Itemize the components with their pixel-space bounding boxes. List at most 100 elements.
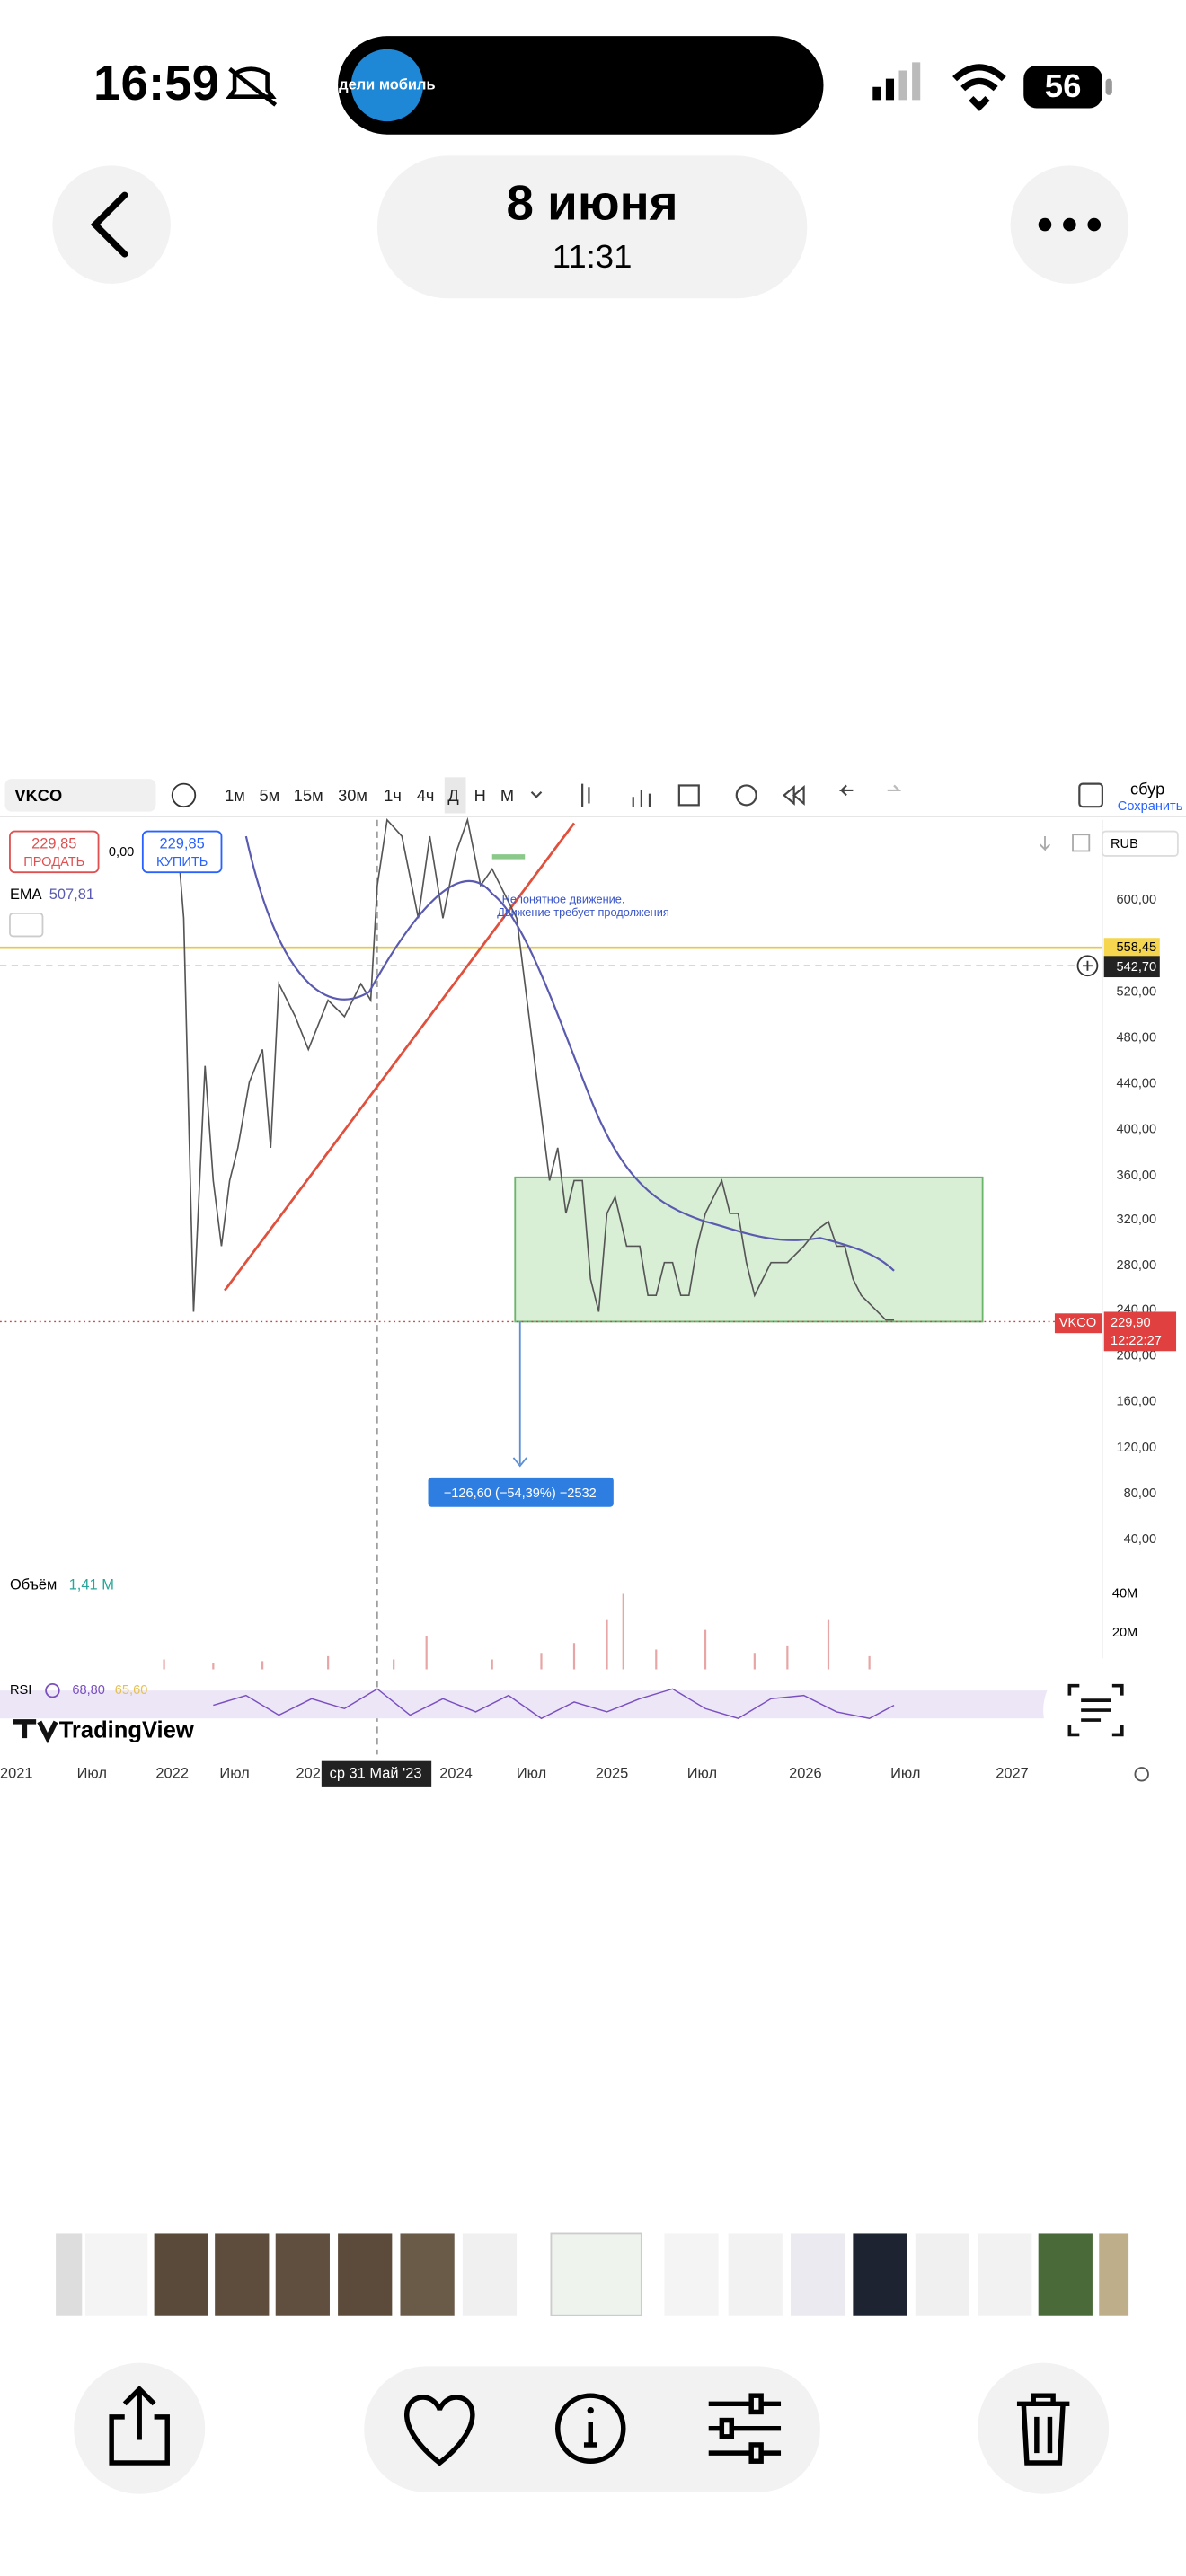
volume-bars: [163, 1593, 871, 1670]
symbol: VKCO: [14, 786, 62, 805]
yellow-tag-label: 558,45: [1116, 940, 1156, 955]
interval: 30м: [338, 786, 367, 805]
interval-active: [444, 777, 466, 814]
thumbnail[interactable]: [84, 2233, 148, 2316]
price-tick: 160,00: [1116, 1395, 1156, 1409]
symbol-tag: [1054, 1313, 1102, 1334]
date: 8 июня: [507, 174, 678, 230]
price-tick: 80,00: [1124, 1486, 1157, 1501]
time-tick: Июл: [890, 1766, 920, 1782]
clock: 16:59: [93, 55, 219, 110]
price-axis: 600,00 520,00 480,00 440,00 400,00 360,0…: [1116, 893, 1156, 1547]
chart-art: −126,60 (−54,39%) −2532 Непонятное движе…: [0, 816, 1102, 1755]
back-button[interactable]: [52, 165, 171, 284]
time-tick: Июл: [517, 1766, 546, 1782]
thumbnail[interactable]: [1099, 2233, 1129, 2316]
volume-tick: 20M: [1112, 1626, 1137, 1640]
mute-icon: [226, 66, 278, 107]
thumbnail[interactable]: [1038, 2233, 1093, 2316]
time-tick: Июл: [687, 1766, 717, 1782]
save-bottom: Сохранить: [1118, 799, 1183, 814]
time-tick: Июл: [77, 1766, 107, 1782]
currency: RUB: [1111, 837, 1138, 851]
time: 11:31: [553, 238, 633, 275]
price-tick: 200,00: [1116, 1349, 1156, 1363]
thumbnail[interactable]: [400, 2233, 455, 2316]
price-path: [176, 816, 895, 1321]
price-tick: 360,00: [1116, 1169, 1156, 1183]
time-tick: 2026: [789, 1766, 822, 1782]
interval: 1ч: [384, 786, 402, 805]
dynamic-island: [338, 36, 824, 135]
interval: Н: [474, 786, 486, 805]
info-button[interactable]: [555, 2393, 626, 2464]
app-icon: [350, 49, 424, 122]
favorite-button[interactable]: [404, 2395, 475, 2466]
price-tick: 440,00: [1116, 1077, 1156, 1091]
volume-tick: 40M: [1112, 1586, 1137, 1601]
crosshair-date-box: [321, 1760, 432, 1787]
crosshair-tag-label: 542,70: [1116, 960, 1156, 975]
last-price: 229,90: [1111, 1316, 1151, 1330]
info-icon: [583, 2422, 597, 2448]
price-tick: 40,00: [1124, 1532, 1157, 1547]
time-tick: 2022: [155, 1766, 189, 1782]
rsi-label: RSI: [10, 1683, 31, 1698]
ema-value: 507,81: [49, 887, 94, 903]
thumbnail[interactable]: [728, 2233, 783, 2316]
thumbnail[interactable]: [56, 2233, 83, 2316]
volume-value: 1,41 M: [69, 1577, 114, 1593]
price-tick: 280,00: [1116, 1258, 1156, 1273]
delete-button[interactable]: [978, 2362, 1110, 2494]
thumbnail[interactable]: [664, 2233, 719, 2316]
symbol-tag-label: VKCO: [1059, 1316, 1096, 1330]
thumbnail-current[interactable]: [550, 2232, 642, 2316]
marker: [491, 854, 526, 860]
time-tick: Июл: [219, 1766, 249, 1782]
interval: 1м: [225, 786, 245, 805]
price-tick: 600,00: [1116, 893, 1156, 907]
price-tick: 480,00: [1116, 1030, 1156, 1045]
adjust-button[interactable]: [708, 2393, 782, 2464]
thumbnail[interactable]: [462, 2233, 518, 2316]
thumbnail[interactable]: [978, 2233, 1032, 2316]
range-box: [514, 1176, 984, 1323]
battery-tip: [1105, 78, 1112, 95]
ema-line: [244, 835, 895, 1272]
trend-line: [224, 822, 576, 1292]
wifi-icon: [952, 64, 1006, 111]
thumbnail[interactable]: [215, 2233, 270, 2316]
interval: 5м: [259, 786, 279, 805]
thumbnail[interactable]: [915, 2233, 970, 2316]
countdown: 12:22:27: [1111, 1334, 1162, 1348]
rsi-ma: 65,60: [115, 1683, 148, 1698]
thumbnail[interactable]: [791, 2233, 845, 2316]
time-axis: 2021 Июл 2022 Июл 202 ср 31 Май '23 2024…: [0, 1760, 1029, 1787]
live-text-icon: [1067, 1683, 1124, 1737]
thumbnail[interactable]: [154, 2233, 208, 2316]
time-tick: 2024: [439, 1766, 473, 1782]
thumbnail[interactable]: [275, 2233, 330, 2316]
buy-price: 229,85: [160, 836, 205, 852]
thumbnail[interactable]: [853, 2233, 907, 2316]
last-tag: [1103, 1311, 1177, 1352]
add-symbol: [171, 782, 197, 808]
thumbnail[interactable]: [338, 2233, 393, 2316]
annotation: Непонятное движение.: [502, 893, 625, 906]
rsi-line: [213, 1688, 895, 1720]
sell-label: ПРОДАТЬ: [23, 855, 84, 869]
time-tick: 202: [296, 1766, 321, 1782]
delete-icon: [1016, 2393, 1070, 2466]
back-icon: [90, 191, 128, 258]
logo: TradingView: [59, 1718, 194, 1743]
top-right-icons: [1039, 834, 1091, 852]
time-tick: 2025: [596, 1766, 629, 1782]
interval: Д: [447, 786, 459, 805]
measure-box: [428, 1477, 614, 1507]
price-tick: 120,00: [1116, 1441, 1156, 1455]
rsi-icon: [45, 1682, 60, 1698]
share-icon: [109, 2386, 170, 2466]
screenshot: VKCO 1м 5м 15м 30м 1ч 4ч Д Н М сбур Сохр…: [0, 771, 1186, 1796]
